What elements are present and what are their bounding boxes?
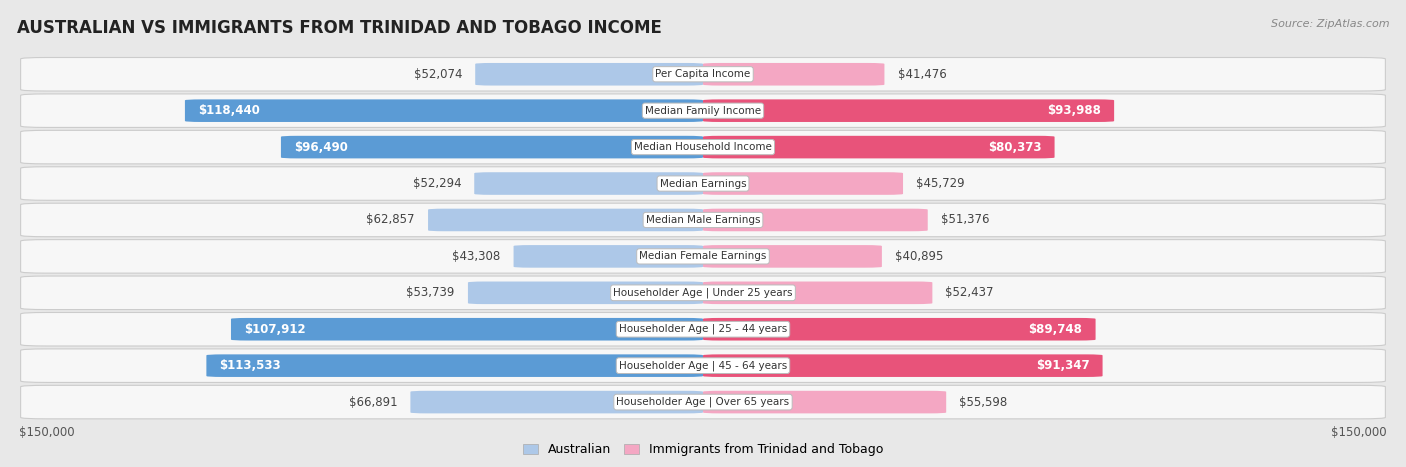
Text: $52,294: $52,294 [412,177,461,190]
FancyBboxPatch shape [703,172,903,195]
Text: Median Male Earnings: Median Male Earnings [645,215,761,225]
Text: $66,891: $66,891 [349,396,398,409]
FancyBboxPatch shape [21,240,1385,273]
FancyBboxPatch shape [186,99,703,122]
Text: Householder Age | 25 - 44 years: Householder Age | 25 - 44 years [619,324,787,334]
Text: $118,440: $118,440 [198,104,260,117]
FancyBboxPatch shape [21,385,1385,419]
FancyBboxPatch shape [21,94,1385,127]
Legend: Australian, Immigrants from Trinidad and Tobago: Australian, Immigrants from Trinidad and… [517,439,889,461]
FancyBboxPatch shape [703,63,884,85]
FancyBboxPatch shape [703,245,882,268]
FancyBboxPatch shape [21,203,1385,237]
FancyBboxPatch shape [21,312,1385,346]
Text: Median Earnings: Median Earnings [659,178,747,189]
Text: AUSTRALIAN VS IMMIGRANTS FROM TRINIDAD AND TOBAGO INCOME: AUSTRALIAN VS IMMIGRANTS FROM TRINIDAD A… [17,19,662,37]
Text: $55,598: $55,598 [959,396,1008,409]
FancyBboxPatch shape [703,136,1054,158]
Text: $51,376: $51,376 [941,213,990,226]
FancyBboxPatch shape [231,318,703,340]
Text: $41,476: $41,476 [897,68,946,81]
FancyBboxPatch shape [703,209,928,231]
Text: Householder Age | Under 25 years: Householder Age | Under 25 years [613,288,793,298]
Text: $96,490: $96,490 [294,141,347,154]
FancyBboxPatch shape [703,318,1095,340]
FancyBboxPatch shape [703,391,946,413]
Text: $53,739: $53,739 [406,286,454,299]
FancyBboxPatch shape [703,99,1114,122]
FancyBboxPatch shape [411,391,703,413]
FancyBboxPatch shape [468,282,703,304]
Text: $40,895: $40,895 [896,250,943,263]
Text: $45,729: $45,729 [917,177,965,190]
Text: $62,857: $62,857 [367,213,415,226]
Text: Householder Age | 45 - 64 years: Householder Age | 45 - 64 years [619,361,787,371]
FancyBboxPatch shape [703,282,932,304]
Text: $113,533: $113,533 [219,359,281,372]
FancyBboxPatch shape [475,63,703,85]
FancyBboxPatch shape [21,276,1385,310]
FancyBboxPatch shape [21,130,1385,164]
FancyBboxPatch shape [427,209,703,231]
Text: Source: ZipAtlas.com: Source: ZipAtlas.com [1271,19,1389,28]
Text: $52,074: $52,074 [413,68,463,81]
FancyBboxPatch shape [474,172,703,195]
FancyBboxPatch shape [207,354,703,377]
Text: $80,373: $80,373 [988,141,1042,154]
Text: Householder Age | Over 65 years: Householder Age | Over 65 years [616,397,790,407]
FancyBboxPatch shape [21,57,1385,91]
FancyBboxPatch shape [513,245,703,268]
Text: Median Female Earnings: Median Female Earnings [640,251,766,262]
Text: $43,308: $43,308 [453,250,501,263]
FancyBboxPatch shape [281,136,703,158]
Text: $52,437: $52,437 [945,286,994,299]
Text: $91,347: $91,347 [1036,359,1090,372]
Text: Per Capita Income: Per Capita Income [655,69,751,79]
FancyBboxPatch shape [21,167,1385,200]
FancyBboxPatch shape [703,354,1102,377]
Text: Median Family Income: Median Family Income [645,106,761,116]
Text: $89,748: $89,748 [1029,323,1083,336]
FancyBboxPatch shape [21,349,1385,382]
Text: $107,912: $107,912 [245,323,305,336]
Text: Median Household Income: Median Household Income [634,142,772,152]
Text: $93,988: $93,988 [1047,104,1101,117]
